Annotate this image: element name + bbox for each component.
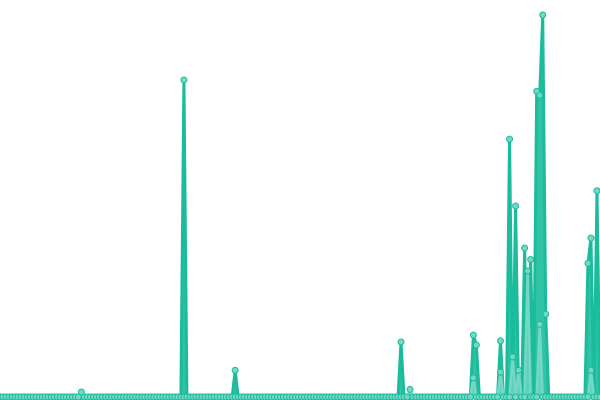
data-point <box>593 187 600 195</box>
data-point <box>521 393 529 400</box>
data-point <box>506 135 514 143</box>
data-point <box>542 310 550 318</box>
data-point <box>533 393 541 400</box>
data-point <box>521 244 529 252</box>
data-point <box>527 255 535 263</box>
data-point <box>539 11 547 19</box>
data-point <box>497 368 504 376</box>
data-point <box>180 76 188 84</box>
data-point <box>493 393 501 400</box>
data-point <box>584 393 592 400</box>
series-area <box>0 270 600 397</box>
data-point <box>397 338 405 346</box>
data-point <box>587 366 595 374</box>
data-point <box>524 267 532 275</box>
data-point <box>406 385 414 393</box>
data-point <box>403 393 411 400</box>
data-point <box>466 393 474 400</box>
data-point <box>596 393 600 400</box>
data-point <box>77 388 85 396</box>
data-point <box>515 366 523 374</box>
data-point <box>497 337 504 345</box>
data-point <box>512 393 520 400</box>
data-point <box>469 331 477 339</box>
data-point <box>231 366 239 374</box>
data-point <box>536 320 544 328</box>
data-point <box>469 374 477 382</box>
data-point <box>512 202 520 210</box>
series-1 <box>0 11 600 400</box>
data-point <box>472 341 480 349</box>
data-point <box>587 234 595 242</box>
data-point <box>584 259 592 267</box>
data-point <box>509 353 517 361</box>
data-point <box>506 393 514 400</box>
series-2 <box>0 267 600 400</box>
data-point <box>536 91 544 99</box>
